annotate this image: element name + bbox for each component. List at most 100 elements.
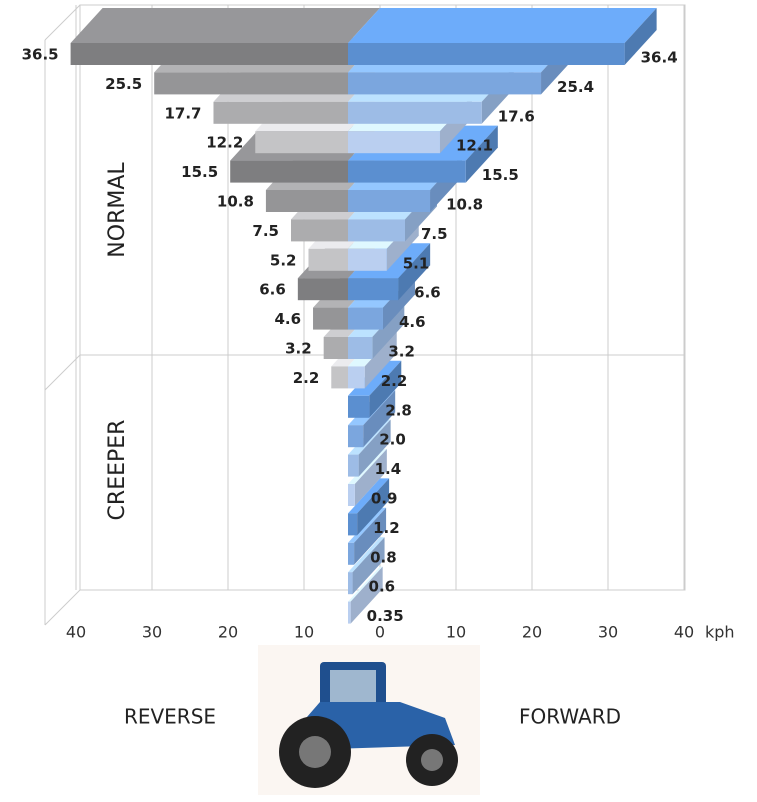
value-label: 12.1: [456, 137, 493, 155]
direction-label: REVERSE: [124, 705, 216, 729]
value-label: 36.5: [22, 46, 59, 64]
x-tick-label: 30: [142, 623, 162, 642]
value-label: 25.5: [105, 75, 142, 93]
value-label: 12.2: [206, 134, 243, 152]
value-label: 0.8: [370, 548, 397, 566]
bar-top: [348, 537, 385, 573]
value-label: 0.6: [369, 578, 396, 596]
bar: [323, 337, 348, 359]
bar: [348, 542, 355, 565]
value-label: 25.4: [557, 78, 594, 96]
bar: [348, 219, 405, 242]
bar-top: [70, 8, 380, 43]
bar-side: [357, 478, 390, 536]
value-label: 4.6: [274, 310, 301, 328]
back-wall: [44, 4, 686, 626]
bar-top: [348, 8, 657, 43]
bar-side: [372, 302, 405, 359]
bar-side: [352, 537, 385, 595]
value-label: 4.6: [399, 313, 426, 331]
bar: [348, 484, 355, 506]
bars: [70, 8, 657, 624]
bar: [297, 278, 348, 301]
value-label: 36.4: [641, 49, 678, 67]
x-tick-label: 40: [66, 623, 86, 642]
tractor-image: [258, 645, 480, 795]
x-tick-label: 10: [446, 623, 466, 642]
x-tick-label: 20: [218, 623, 238, 642]
value-label: 15.5: [181, 163, 218, 181]
bar-side: [354, 507, 387, 565]
bar: [70, 43, 348, 65]
bar: [348, 395, 370, 418]
value-label: 5.2: [270, 251, 297, 269]
x-tick-label: 20: [522, 623, 542, 642]
bar: [348, 101, 482, 124]
bar: [348, 248, 387, 271]
bar: [348, 513, 358, 536]
value-label: 0.9: [371, 490, 398, 508]
value-label: 15.5: [482, 166, 519, 184]
axis-unit: kph: [705, 623, 735, 642]
bar-top: [348, 478, 390, 514]
bar-side: [358, 419, 391, 477]
bar: [308, 248, 348, 271]
bar-side: [364, 331, 397, 389]
value-label: 0.35: [367, 607, 404, 625]
value-label: 2.2: [293, 369, 320, 387]
bar: [348, 131, 440, 154]
value-label: 1.4: [375, 460, 402, 478]
value-label: 10.8: [217, 193, 254, 211]
bar-side: [363, 390, 396, 448]
x-tick-label: 30: [598, 623, 618, 642]
bar-side: [398, 243, 431, 301]
x-tick-label: 0: [375, 623, 385, 642]
bar: [291, 219, 348, 242]
bar: [313, 307, 348, 330]
direction-label: FORWARD: [519, 705, 621, 729]
labels: 40 30 20 10 0 10 20 30 40 0.35 0.6 0.8 1.2 0.9 1.4 2.0 2…: [22, 46, 695, 642]
value-label: 5.1: [403, 254, 430, 272]
bar-side: [354, 449, 387, 506]
value-label: 2.2: [381, 372, 408, 390]
value-label: 17.6: [498, 107, 535, 125]
value-label: 6.6: [259, 281, 286, 299]
bar: [331, 366, 348, 389]
bar: [348, 366, 365, 389]
bar-top: [348, 566, 383, 602]
x-tick-label: 40: [674, 623, 694, 642]
bar: [348, 278, 399, 301]
bar: [348, 337, 373, 359]
value-label: 7.5: [252, 222, 279, 240]
value-label: 1.2: [373, 519, 400, 537]
bar: [348, 190, 431, 212]
bar-side: [624, 8, 657, 65]
value-label: 3.2: [285, 340, 312, 358]
value-label: 10.8: [446, 196, 483, 214]
bar: [348, 72, 542, 95]
value-label: 3.2: [388, 343, 415, 361]
x-tick-label: 10: [294, 623, 314, 642]
bar: [230, 160, 348, 183]
group-label: NORMAL: [105, 162, 130, 258]
value-label: 17.7: [164, 104, 201, 122]
bar: [213, 101, 348, 124]
bar: [348, 454, 359, 477]
value-label: 2.8: [385, 401, 412, 419]
bar: [348, 425, 364, 448]
bar: [255, 131, 348, 154]
bar: [348, 43, 625, 65]
bar: [348, 307, 383, 330]
bar-side: [350, 566, 383, 624]
value-label: 7.5: [421, 225, 448, 243]
bar: [348, 160, 466, 183]
bar: [265, 190, 348, 212]
bar-side: [465, 125, 498, 183]
bar: [154, 72, 348, 95]
value-label: 2.0: [379, 431, 406, 449]
bar-side: [369, 360, 402, 418]
value-label: 6.6: [414, 284, 441, 302]
group-label: CREEPER: [105, 420, 130, 521]
bar: [348, 601, 351, 624]
